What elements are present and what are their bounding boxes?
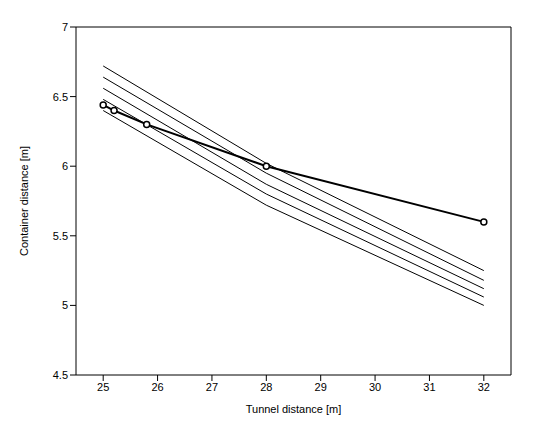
svg-text:29: 29 xyxy=(315,381,327,393)
svg-text:26: 26 xyxy=(151,381,163,393)
svg-text:5: 5 xyxy=(62,299,68,311)
svg-text:5.5: 5.5 xyxy=(53,230,68,242)
svg-text:Tunnel distance [m]: Tunnel distance [m] xyxy=(246,403,342,415)
svg-text:Container distance [m]: Container distance [m] xyxy=(18,146,30,256)
svg-text:32: 32 xyxy=(478,381,490,393)
svg-text:6: 6 xyxy=(62,160,68,172)
svg-text:30: 30 xyxy=(369,381,381,393)
svg-text:6.5: 6.5 xyxy=(53,91,68,103)
svg-text:7: 7 xyxy=(62,21,68,33)
svg-text:28: 28 xyxy=(260,381,272,393)
svg-text:31: 31 xyxy=(423,381,435,393)
svg-text:27: 27 xyxy=(206,381,218,393)
svg-text:4.5: 4.5 xyxy=(53,369,68,381)
svg-text:25: 25 xyxy=(97,381,109,393)
